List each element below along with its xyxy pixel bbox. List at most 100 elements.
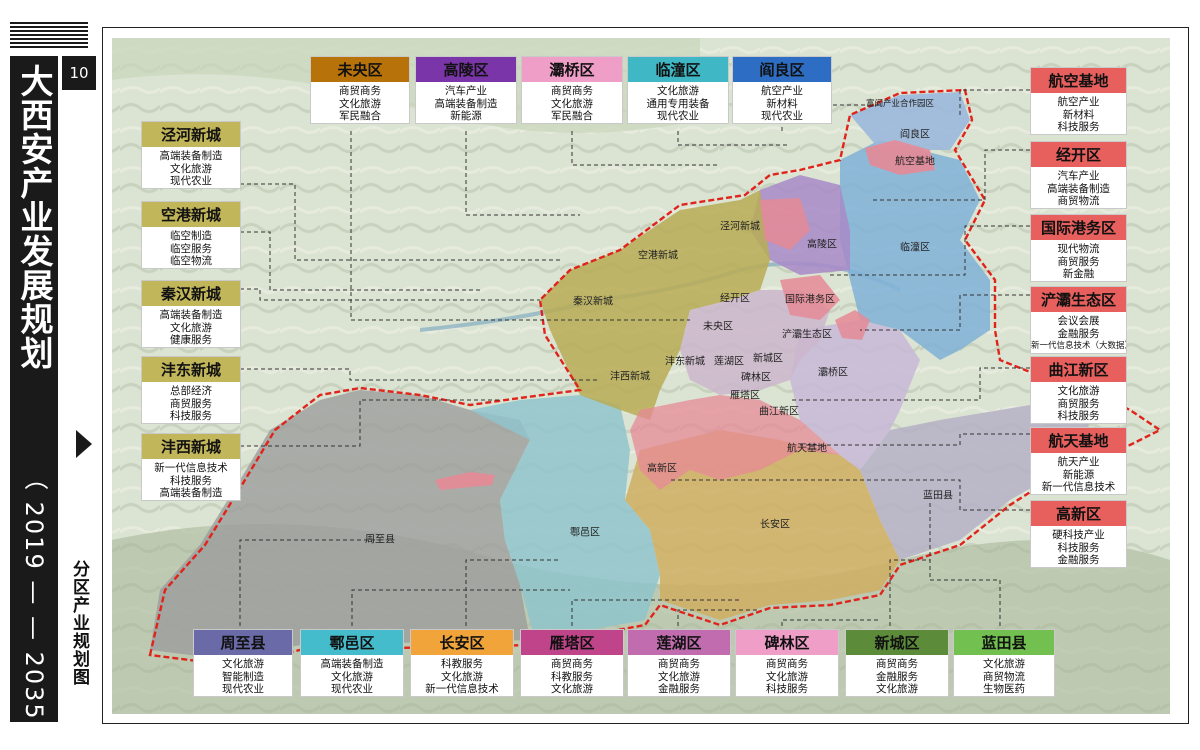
- industry-item: 现代农业: [222, 683, 264, 695]
- legend-card-zhouzhi: 周至县 文化旅游 智能制造 现代农业: [193, 629, 293, 697]
- map-label-lintong: 临潼区: [900, 242, 930, 254]
- legend-card-industries: 科教服务 文化旅游 新一代信息技术: [411, 655, 513, 696]
- industry-item: 现代物流: [1057, 243, 1100, 255]
- legend-card-gangwu: 国际港务区 现代物流 商贸服务 新金融: [1030, 214, 1127, 282]
- industry-item: 文化旅游: [876, 683, 918, 695]
- legend-card-title: 高新区: [1031, 501, 1126, 526]
- industry-item: 总部经济: [170, 385, 212, 397]
- industry-item: 商贸商务: [876, 658, 918, 670]
- legend-card-huyi: 鄠邑区 高端装备制造 文化旅游 现代农业: [300, 629, 404, 697]
- industry-item: 文化旅游: [441, 670, 483, 683]
- map-frame: [102, 27, 1189, 724]
- legend-card-title: 浐灞生态区: [1031, 287, 1126, 312]
- legend-card-industries: 临空制造 临空服务 临空物流: [142, 227, 240, 268]
- region-chanba-pink: [835, 310, 870, 340]
- industry-item: 文化旅游: [339, 97, 381, 110]
- industry-item: 金融服务: [658, 683, 700, 695]
- industry-item: 健康服务: [170, 334, 212, 346]
- industry-item: 文化旅游: [766, 670, 808, 683]
- industry-item: 会议会展: [1057, 315, 1100, 327]
- region-center-pink: [630, 395, 840, 490]
- legend-card-title: 沣东新城: [142, 357, 240, 382]
- map-label-changan: 长安区: [760, 519, 790, 531]
- map-label-yanliang: 阎良区: [900, 129, 930, 141]
- industry-item: 新一代信息技术（大数据）: [1031, 341, 1126, 351]
- triangle-pointer-icon: [76, 430, 92, 458]
- legend-card-title: 雁塔区: [521, 630, 623, 655]
- industry-item: 新材料: [1062, 108, 1095, 121]
- map-subtitle: 分区产业规划图: [69, 560, 89, 686]
- legend-card-fengxi: 沣西新城 新一代信息技术 科技服务 高端装备制造: [141, 433, 241, 501]
- industry-item: 文化旅游: [1057, 385, 1100, 397]
- region-jiaotong-pink: [760, 198, 810, 250]
- map-label-xincheng: 新城区: [753, 353, 783, 365]
- legend-card-industries: 汽车产业 高端装备制造 商贸物流: [1031, 167, 1126, 208]
- map-label-weiyang: 未央区: [703, 321, 733, 333]
- legend-card-jingkai: 经开区 汽车产业 高端装备制造 商贸物流: [1030, 141, 1127, 209]
- legend-card-industries: 商贸商务 科教服务 文化旅游: [521, 655, 623, 696]
- region-zhouzhi: [150, 390, 530, 660]
- legend-card-industries: 商贸商务 文化旅游 军民融合: [311, 82, 409, 123]
- industry-item: 文化旅游: [551, 97, 593, 110]
- legend-card-industries: 商贸商务 文化旅游 金融服务: [628, 655, 730, 696]
- map-label-gangwu: 国际港务区: [785, 294, 835, 306]
- industry-item: 商贸商务: [551, 658, 593, 670]
- legend-card-title: 航天基地: [1031, 428, 1126, 453]
- industry-item: 新材料: [766, 97, 798, 110]
- region-gangwu-pink: [780, 275, 840, 320]
- map-label-zhouzhi: 周至县: [365, 534, 395, 546]
- legend-card-title: 新城区: [846, 630, 948, 655]
- region-zhouzhi-pink: [435, 472, 495, 490]
- industry-item: 商贸物流: [1057, 195, 1100, 207]
- industry-item: 航空产业: [1057, 96, 1100, 108]
- legend-card-weiyang: 未央区 商贸商务 文化旅游 军民融合: [310, 56, 410, 124]
- industry-item: 新一代信息技术: [154, 462, 228, 474]
- industry-item: 高端装备制造: [159, 150, 223, 162]
- industry-item: 智能制造: [222, 670, 264, 683]
- map-label-hangkong: 航空基地: [895, 156, 935, 168]
- legend-card-industries: 文化旅游 商贸物流 生物医药: [954, 655, 1054, 696]
- region-changan: [625, 430, 900, 620]
- legend-card-industries: 总部经济 商贸服务 科技服务: [142, 382, 240, 423]
- industry-item: 军民融合: [339, 110, 381, 122]
- industry-item: 临空制造: [170, 230, 212, 242]
- legend-card-industries: 航空产业 新材料 科技服务: [1031, 93, 1126, 134]
- industry-item: 现代农业: [657, 110, 699, 122]
- map-label-fengdong: 沣东新城: [665, 356, 705, 368]
- industry-item: 商贸商务: [339, 85, 381, 97]
- legend-card-title: 曲江新区: [1031, 357, 1126, 382]
- industry-item: 科技服务: [170, 474, 212, 487]
- map-label-jingkai: 经开区: [720, 293, 750, 305]
- legend-card-baqiao: 灞桥区 商贸商务 文化旅游 军民融合: [521, 56, 623, 124]
- industry-item: 商贸服务: [170, 397, 212, 410]
- industry-item: 汽车产业: [445, 85, 487, 97]
- legend-card-changan: 长安区 科教服务 文化旅游 新一代信息技术: [410, 629, 514, 697]
- legend-card-industries: 文化旅游 智能制造 现代农业: [194, 655, 292, 696]
- legend-card-title: 高陵区: [416, 57, 516, 82]
- legend-card-title: 碑林区: [736, 630, 838, 655]
- city-boundary: [148, 88, 1163, 667]
- legend-card-gaoxin: 高新区 硬科技产业 科技服务 金融服务: [1030, 500, 1127, 568]
- industry-item: 硬科技产业: [1052, 529, 1105, 541]
- legend-card-industries: 现代物流 商贸服务 新金融: [1031, 240, 1126, 281]
- legend-card-gaoling: 高陵区 汽车产业 高端装备制造 新能源: [415, 56, 517, 124]
- map-label-gaoxin: 高新区: [647, 463, 677, 475]
- legend-card-qinhan: 秦汉新城 高端装备制造 文化旅游 健康服务: [141, 280, 241, 348]
- industry-item: 科技服务: [1057, 121, 1100, 133]
- legend-card-industries: 商贸商务 文化旅游 军民融合: [522, 82, 622, 123]
- industry-item: 商贸商务: [551, 85, 593, 97]
- map-label-fuyan: 富阎产业合作园区: [865, 99, 935, 109]
- legend-card-jinghe: 泾河新城 高端装备制造 文化旅游 现代农业: [141, 121, 241, 189]
- title-bar: 大西安产业发展规划 （ 2019 — — 2035 ）: [10, 56, 58, 722]
- map-label-jinghe: 泾河新城: [720, 221, 760, 233]
- legend-card-chanba: 浐灞生态区 会议会展 金融服务 新一代信息技术（大数据）: [1030, 286, 1127, 354]
- legend-card-title: 周至县: [194, 630, 292, 655]
- industry-item: 通用专用装备: [646, 97, 710, 110]
- region-urban-core: [680, 290, 830, 395]
- legend-card-industries: 新一代信息技术 科技服务 高端装备制造: [142, 459, 240, 500]
- industry-item: 新能源: [1062, 468, 1095, 481]
- legend-card-title: 泾河新城: [142, 122, 240, 147]
- legend-card-lantian: 蓝田县 文化旅游 商贸物流 生物医药: [953, 629, 1055, 697]
- legend-card-title: 莲湖区: [628, 630, 730, 655]
- map-label-qujiang: 曲江新区: [759, 406, 799, 418]
